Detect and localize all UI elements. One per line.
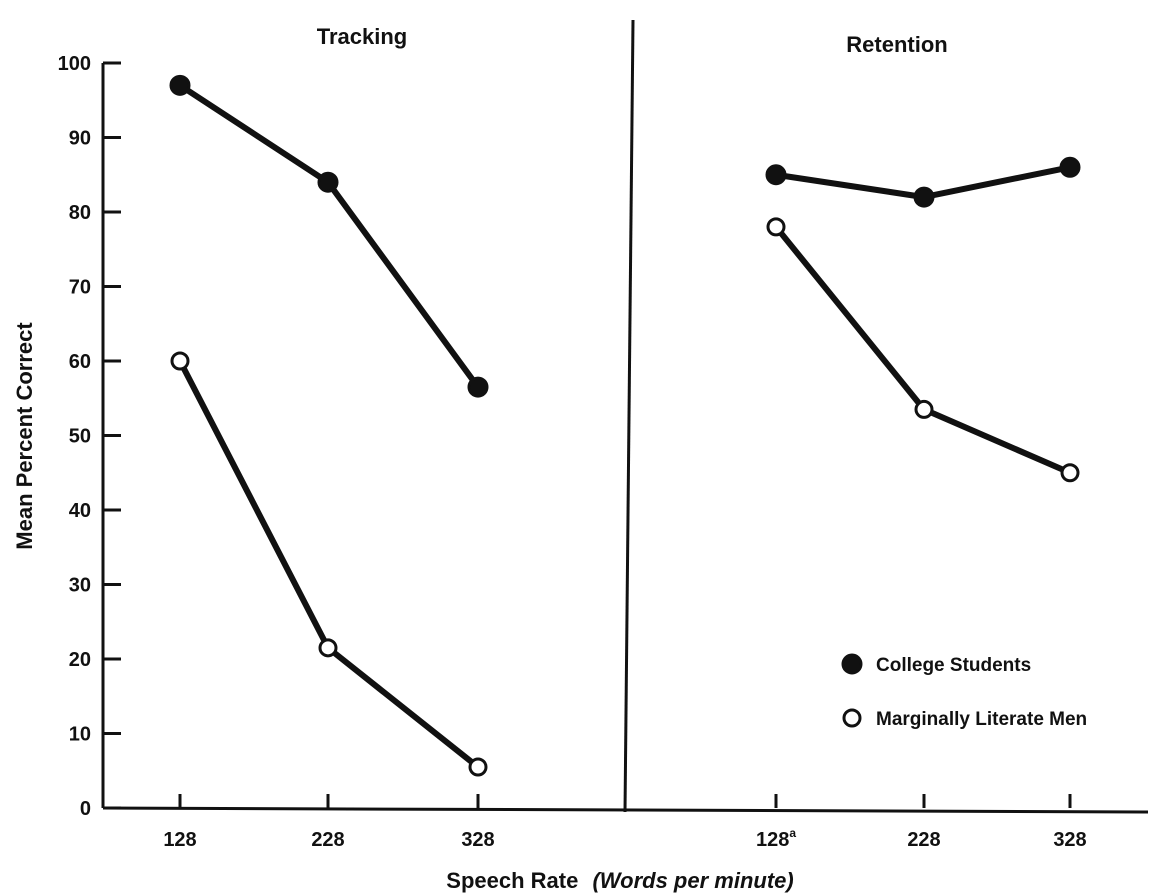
x-axis-title: Speech Rate (Words per minute) [446, 868, 793, 893]
legend-marker-college-students [841, 653, 863, 675]
x-tick-label: 228 [907, 829, 940, 851]
legend: College Students Marginally Literate Men [841, 653, 1087, 730]
y-tick-label: 100 [58, 53, 91, 75]
panel-title-retention: Retention [846, 32, 947, 57]
legend-marker-marginally-literate-men [842, 708, 862, 728]
series-line-marginally-literate-men [773, 225, 1072, 476]
data-point-marginally-literate-men [468, 757, 488, 777]
axes-layer: 0 10 20 30 40 50 60 70 80 90 100 128 228 328 128a 228 32… [58, 19, 1149, 851]
data-point-marginally-literate-men [914, 399, 934, 419]
data-point-marginally-literate-men [1060, 463, 1080, 483]
data-point-college-students [1059, 156, 1081, 178]
x-axis-title-unit: (Words per minute) [592, 868, 793, 893]
x-tick-superscript: a [789, 826, 796, 840]
y-tick-label: 70 [69, 277, 91, 299]
legend-label-college-students: College Students [876, 655, 1031, 676]
data-point-marginally-literate-men [170, 351, 190, 371]
data-point-college-students [317, 171, 339, 193]
x-tick-label: 228 [311, 829, 344, 851]
y-axis-title: Mean Percent Correct [12, 322, 37, 550]
y-tick-label: 0 [80, 798, 91, 820]
data-point-college-students [913, 186, 935, 208]
panel-title-tracking: Tracking [317, 24, 407, 49]
data-point-college-students [765, 164, 787, 186]
panel-divider [623, 19, 635, 813]
legend-label-marginally-literate-men: Marginally Literate Men [876, 709, 1087, 730]
y-tick-label: 90 [69, 128, 91, 150]
series-line-marginally-literate-men [177, 359, 480, 770]
series-line-college-students [178, 82, 481, 389]
x-tick-label: 328 [461, 829, 494, 851]
x-tick-label: 128a [756, 826, 796, 851]
y-tick-label: 60 [69, 351, 91, 373]
y-tick-label: 50 [69, 426, 91, 448]
data-point-marginally-literate-men [766, 217, 786, 237]
y-tick-label: 20 [69, 649, 91, 671]
y-tick-label: 40 [69, 500, 91, 522]
data-point-college-students [467, 376, 489, 398]
data-point-college-students [169, 74, 191, 96]
x-tick-label: 328 [1053, 829, 1086, 851]
series-layer [169, 74, 1081, 777]
x-tick-label: 128 [163, 829, 196, 851]
data-point-marginally-literate-men [318, 638, 338, 658]
y-tick-label: 10 [69, 724, 91, 746]
y-tick-label: 80 [69, 202, 91, 224]
y-tick-label: 30 [69, 575, 91, 597]
x-axis-title-main: Speech Rate [446, 868, 578, 893]
